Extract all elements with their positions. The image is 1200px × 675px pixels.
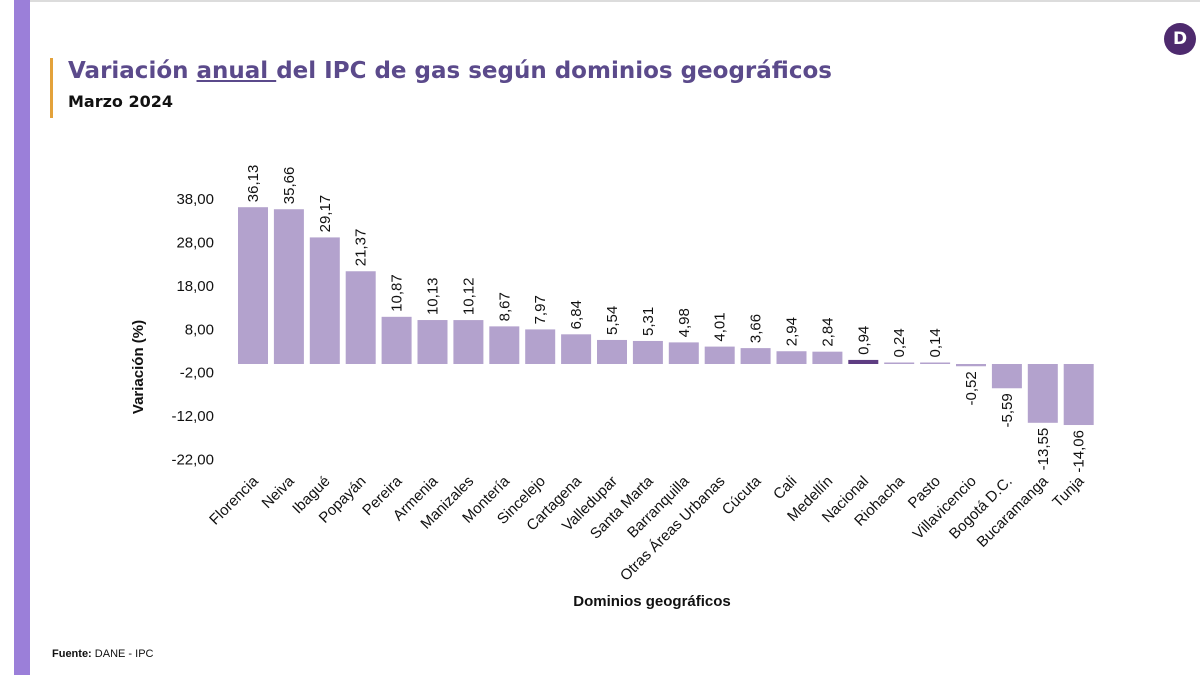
y-tick-label: 28,00 xyxy=(176,234,214,251)
page-subtitle: Marzo 2024 xyxy=(68,92,174,111)
bar-15 xyxy=(740,348,771,364)
x-tick-label: Tunja xyxy=(1049,472,1088,511)
title-part-2: del IPC de gas según dominios geográfico… xyxy=(276,58,832,84)
value-label: 2,84 xyxy=(819,317,836,346)
bar-18 xyxy=(848,359,879,364)
bar-7 xyxy=(453,320,484,364)
value-label: 10,87 xyxy=(389,274,406,312)
title-underlined-word: anual xyxy=(196,58,277,84)
bar-19 xyxy=(884,362,915,364)
bar-6 xyxy=(417,320,448,364)
y-tick-label: -12,00 xyxy=(171,408,214,425)
bar-4 xyxy=(345,271,376,364)
value-label: -13,55 xyxy=(1035,428,1052,471)
bar-1 xyxy=(238,207,268,364)
x-tick-label: Cúcuta xyxy=(719,472,765,518)
bars-group xyxy=(238,207,1094,426)
value-label: -5,59 xyxy=(999,393,1016,427)
bar-24 xyxy=(1063,364,1094,426)
value-label: 4,98 xyxy=(676,308,693,337)
value-labels-group: 36,13 35,66 29,17 21,37 10,87 10,13 10,12 8,67 7… xyxy=(245,165,1088,473)
bar-23 xyxy=(1027,364,1058,423)
bar-12 xyxy=(632,340,663,364)
x-tick-labels-group: FlorenciaNeivaIbaguéPopayánPereiraArmeni… xyxy=(206,472,1088,584)
bar-13 xyxy=(668,342,699,364)
source-label: Fuente: xyxy=(52,648,92,660)
x-tick-label: Cali xyxy=(770,473,800,503)
bar-21 xyxy=(956,364,986,367)
y-tick-label: -22,00 xyxy=(171,451,214,468)
bar-11 xyxy=(597,339,627,364)
source-note: Fuente: DANE - IPC xyxy=(52,648,153,660)
y-tick-label: -2,00 xyxy=(180,365,214,382)
value-label: 4,01 xyxy=(712,312,729,341)
y-tick-label: 38,00 xyxy=(176,191,214,208)
value-label: 5,54 xyxy=(604,306,621,335)
bar-3 xyxy=(309,237,340,364)
value-label: 29,17 xyxy=(317,195,334,233)
source-text: DANE - IPC xyxy=(94,648,154,660)
value-label: 0,14 xyxy=(927,328,944,357)
value-label: 36,13 xyxy=(245,165,262,203)
bar-16 xyxy=(776,351,807,364)
y-tick-label: 8,00 xyxy=(185,321,214,338)
y-axis-label: Variación (%) xyxy=(130,320,147,414)
bar-10 xyxy=(561,334,592,364)
value-label: -14,06 xyxy=(1071,430,1088,473)
value-label: 2,94 xyxy=(784,317,801,346)
value-label: 5,31 xyxy=(640,307,657,336)
value-label: -0,52 xyxy=(963,371,980,405)
bar-20 xyxy=(920,362,951,364)
bar-17 xyxy=(812,351,843,364)
value-label: 0,94 xyxy=(855,326,872,355)
value-label: 0,24 xyxy=(891,328,908,357)
value-label: 21,37 xyxy=(353,229,370,267)
value-label: 8,67 xyxy=(496,292,513,321)
bar-8 xyxy=(489,326,520,364)
x-axis-label: Dominios geográficos xyxy=(573,593,731,610)
value-label: 35,66 xyxy=(281,167,298,205)
value-label: 7,97 xyxy=(532,295,549,324)
bar-9 xyxy=(525,329,556,364)
bar-2 xyxy=(273,209,304,364)
bar-14 xyxy=(704,346,735,364)
value-label: 10,12 xyxy=(460,278,477,316)
bar-22 xyxy=(991,364,1022,389)
top-divider xyxy=(30,0,1200,2)
y-tick-label: 18,00 xyxy=(176,278,214,295)
x-tick-label: Florencia xyxy=(206,472,262,528)
title-accent-line xyxy=(50,58,53,118)
bar-5 xyxy=(381,316,412,364)
brand-logo: D xyxy=(1164,23,1196,55)
value-label: 3,66 xyxy=(748,314,765,343)
page-title: Variación anual del IPC de gas según dom… xyxy=(68,58,832,84)
value-label: 6,84 xyxy=(568,300,585,329)
title-part-1: Variación xyxy=(68,58,197,84)
left-accent-bar xyxy=(14,0,30,675)
y-tick-labels-group: 38,00 28,00 18,00 8,00 -2,00 -12,00 -22,00 xyxy=(171,191,214,468)
value-label: 10,13 xyxy=(425,277,442,315)
